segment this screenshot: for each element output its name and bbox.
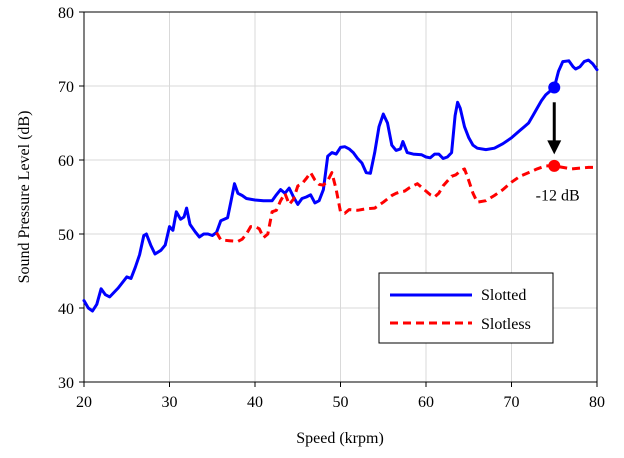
y-tick-label: 70	[58, 79, 74, 96]
legend-label-slotless: Slotless	[481, 316, 531, 333]
y-tick-label: 80	[58, 5, 74, 22]
y-tick-label: 60	[58, 153, 74, 170]
x-tick-label: 20	[76, 394, 92, 411]
x-tick-label: 50	[333, 394, 349, 411]
series-line-slotted	[82, 58, 599, 313]
y-tick-label: 30	[58, 375, 74, 392]
slotted-marker-point	[548, 81, 561, 94]
y-tick-label: 50	[58, 227, 74, 244]
y-axis-title: Sound Pressure Level (dB)	[16, 111, 33, 284]
x-tick-label: 40	[247, 394, 263, 411]
x-tick-label: 30	[162, 394, 178, 411]
x-tick-label: 70	[504, 394, 520, 411]
legend: Slotted Slotless	[378, 272, 554, 344]
annotations: -12 dB	[536, 81, 580, 205]
y-tick-label: 40	[58, 301, 74, 318]
x-tick-label: 60	[418, 394, 434, 411]
reduction-arrow-head	[547, 140, 562, 155]
legend-box	[378, 272, 554, 344]
legend-label-slotted: Slotted	[481, 287, 526, 304]
series-line-slotless	[215, 164, 597, 243]
reduction-label: -12 dB	[536, 188, 580, 205]
x-tick-label: 80	[589, 394, 605, 411]
slotless-marker-point	[548, 159, 561, 172]
x-axis-title: Speed (krpm)	[296, 430, 384, 447]
series-layer	[82, 58, 599, 313]
gridlines	[84, 12, 597, 382]
